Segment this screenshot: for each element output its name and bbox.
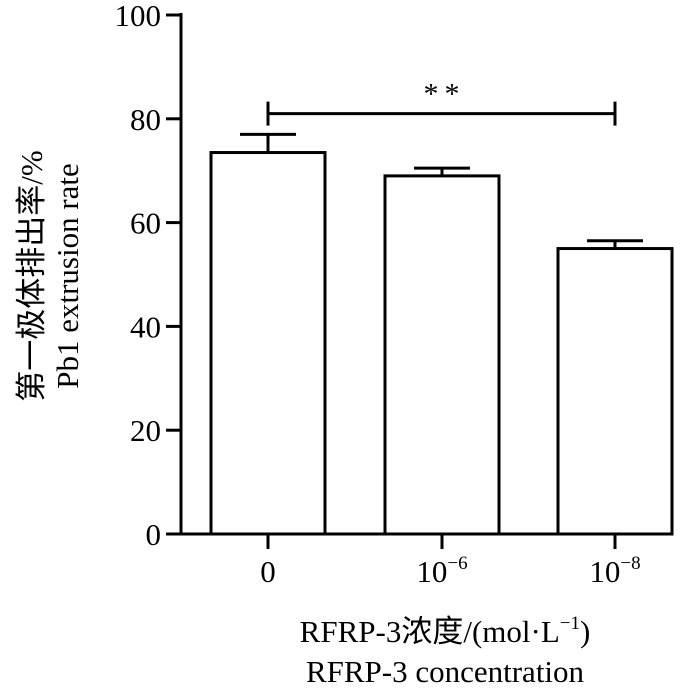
- significance-group: **: [266, 78, 617, 126]
- x-tick-label-1: 10−6: [416, 553, 467, 589]
- x-axis-title-cn-close: ): [580, 614, 590, 649]
- x-axis-title: RFRP-3浓度/(mol·L−1) RFRP-3 concentration: [300, 613, 591, 689]
- x-tick-label-0: 0: [260, 554, 276, 589]
- y-axis-title-en: Pb1 extrusion rate: [50, 163, 85, 389]
- y-tick-label-4: 80: [130, 102, 161, 137]
- x-axis-title-en: RFRP-3 concentration: [306, 654, 585, 689]
- x-axis-title-cn-exp: −1: [560, 613, 580, 634]
- y-tick-label-3: 60: [130, 206, 161, 241]
- y-tick-label-5: 100: [115, 0, 162, 33]
- y-axis-title: 第一极体排出率/% Pb1 extrusion rate: [14, 150, 85, 401]
- x-axis-title-cn: RFRP-3浓度/(mol·L−1): [300, 613, 591, 649]
- significance-label: **: [424, 78, 466, 111]
- bars-group: [209, 151, 674, 536]
- error-bars-group: [240, 132, 643, 249]
- bar-2: [556, 247, 674, 536]
- y-tick-label-0: 0: [146, 517, 162, 552]
- axes-group: [179, 13, 668, 536]
- bar-1: [383, 174, 501, 536]
- x-axis-title-cn-main: RFRP-3浓度/(mol·L: [300, 614, 560, 649]
- x-tick-label-2: 10−8: [589, 553, 640, 589]
- y-ticks-group: 0 20 40 60 80 100: [115, 0, 181, 552]
- y-axis-title-cn: 第一极体排出率/%: [14, 150, 49, 401]
- y-tick-label-1: 20: [130, 413, 161, 448]
- bar-0: [209, 151, 327, 536]
- x-ticks-group: 0 10−6 10−8: [260, 534, 641, 589]
- y-tick-label-2: 40: [130, 309, 161, 344]
